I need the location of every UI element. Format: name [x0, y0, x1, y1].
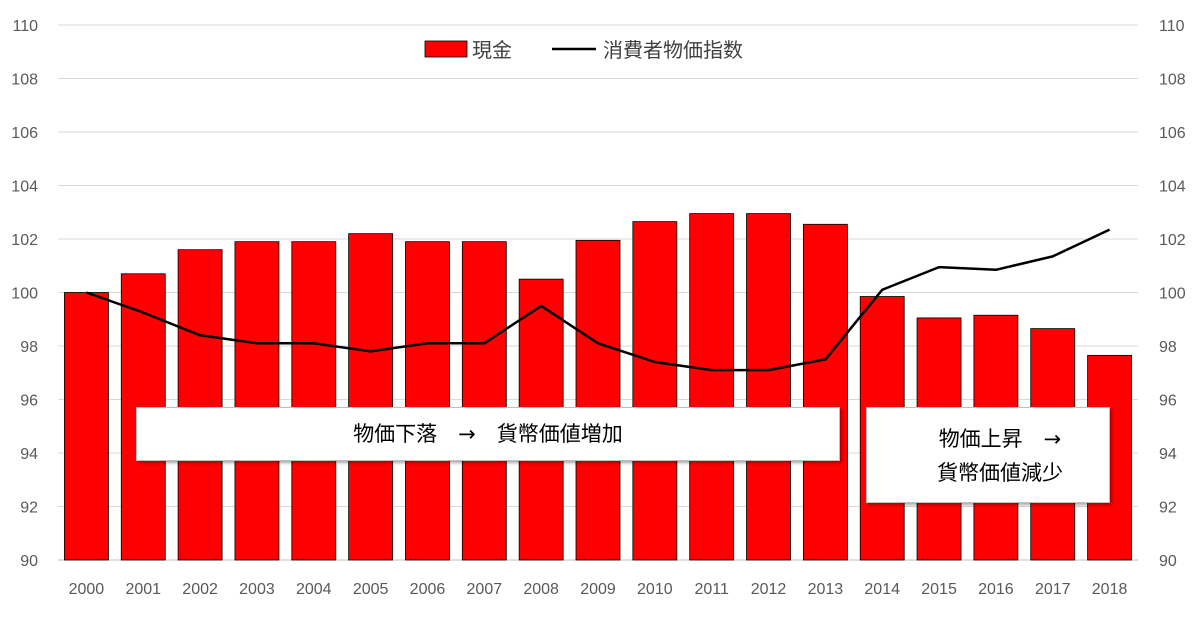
annotation-price-fall: 物価下落 → 貨幣価値増加 [136, 407, 840, 461]
bar-cash-2007 [461, 241, 507, 561]
x-tick-label: 2007 [467, 581, 503, 598]
bar-cash-2003 [234, 241, 280, 561]
left-tick-label: 102 [11, 232, 38, 249]
bar-cash-2011 [689, 213, 735, 561]
x-tick-label: 2005 [353, 581, 389, 598]
left-tick-label: 104 [11, 179, 38, 196]
x-tick-label: 2002 [182, 581, 218, 598]
right-tick-label: 90 [1159, 553, 1177, 570]
right-tick-label: 96 [1159, 393, 1177, 410]
bar-cash-2004 [291, 241, 337, 561]
bar-cash-2006 [405, 241, 450, 561]
cpi-line-layer [85, 228, 1111, 372]
bars [64, 213, 1132, 561]
right-tick-label: 98 [1159, 339, 1177, 356]
x-tick-label: 2012 [751, 581, 787, 598]
bar-cash-2013 [802, 223, 848, 561]
right-tick-label: 104 [1159, 179, 1186, 196]
left-axis: 90 92 94 96 98 100 102 104 106 108 110 [11, 18, 38, 570]
right-tick-label: 110 [1159, 18, 1185, 35]
x-tick-label: 2013 [808, 581, 844, 598]
x-tick-label: 2000 [69, 581, 105, 598]
x-tick-label: 2017 [1035, 581, 1071, 598]
x-tick-label: 2016 [978, 581, 1014, 598]
left-tick-label: 92 [20, 500, 38, 517]
x-tick-label: 2015 [921, 581, 957, 598]
x-tick-label: 2004 [296, 581, 332, 598]
right-axis: 90 92 94 96 98 100 102 104 106 108 110 [1159, 18, 1186, 570]
legend-cpi-label: 消費者物価指数 [603, 38, 743, 62]
annotation-price-rise: 物価上昇 → 貨幣価値減少 [866, 407, 1110, 503]
x-tick-label: 2010 [637, 581, 673, 598]
left-tick-label: 90 [20, 553, 38, 570]
bar-cash-2009 [575, 239, 621, 561]
bar-cash-2000 [64, 292, 109, 561]
left-tick-label: 100 [11, 286, 38, 303]
bar-cash-2005 [348, 233, 394, 561]
left-tick-label: 94 [20, 446, 38, 463]
left-tick-label: 98 [20, 339, 38, 356]
x-tick-label: 2001 [125, 581, 161, 598]
x-axis: 2000 2001 2002 2003 2004 2005 2006 2007 2008 2009… [69, 581, 1128, 598]
annotation-price-fall-text: 物価下落 → 貨幣価値増加 [353, 422, 623, 446]
annotation-price-rise-line1: 物価上昇 → [938, 427, 1062, 451]
legend-cash-label: 現金 [472, 38, 512, 62]
right-tick-label: 94 [1159, 446, 1177, 463]
cpi-line [85, 228, 1111, 372]
legend-cash-swatch [424, 40, 468, 58]
x-tick-label: 2018 [1092, 581, 1128, 598]
bar-cash-2002 [177, 249, 223, 561]
left-tick-label: 106 [11, 125, 38, 142]
bar-cash-2012 [746, 213, 791, 561]
right-tick-label: 100 [1159, 286, 1186, 303]
annotation-price-rise-line2: 貨幣価値減少 [937, 461, 1063, 485]
left-tick-label: 96 [20, 393, 38, 410]
right-tick-label: 108 [1159, 72, 1186, 89]
x-tick-label: 2003 [239, 581, 275, 598]
x-tick-label: 2008 [523, 581, 559, 598]
bar-cash-2010 [632, 221, 678, 561]
x-tick-label: 2006 [410, 581, 446, 598]
x-tick-label: 2011 [694, 581, 729, 598]
legend: 現金 消費者物価指数 [424, 38, 743, 62]
right-tick-label: 106 [1159, 125, 1186, 142]
x-tick-label: 2014 [864, 581, 900, 598]
x-tick-label: 2009 [580, 581, 616, 598]
left-tick-label: 108 [11, 72, 38, 89]
right-tick-label: 92 [1159, 500, 1177, 517]
left-tick-label: 110 [12, 18, 38, 35]
right-tick-label: 102 [1159, 232, 1186, 249]
